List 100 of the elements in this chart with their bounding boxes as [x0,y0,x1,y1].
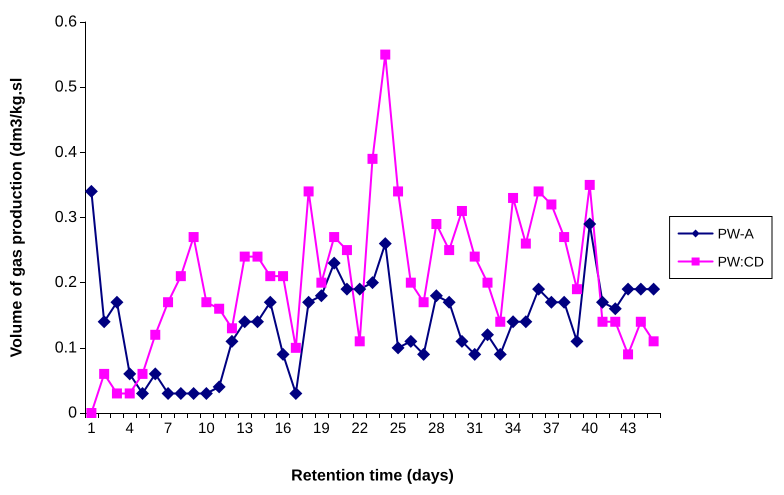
point [110,296,124,309]
point [304,186,314,196]
x-tick-label: 16 [274,420,292,437]
point [470,252,480,262]
point [138,368,148,379]
point [112,388,122,398]
point [212,380,226,394]
point [494,348,507,361]
x-tick-label: 1 [87,420,96,437]
point [393,186,404,196]
point [622,282,635,296]
point [276,348,290,361]
point [519,315,532,328]
point [328,256,341,270]
point [456,206,467,216]
point [214,304,224,314]
point [431,219,442,230]
point [596,296,609,309]
point [378,237,392,250]
point [340,282,354,296]
point [558,296,571,309]
point [201,297,212,308]
y-tick-label: 0.2 [54,274,78,292]
point [508,192,518,203]
point [302,296,316,309]
x-tick-label: 43 [620,420,636,437]
legend-label: PW:CD [718,254,764,270]
point [200,386,213,400]
point [546,199,556,210]
point [264,296,277,309]
y-tick-label: 0.4 [54,144,78,161]
point [506,315,520,328]
point [455,334,468,348]
point [251,315,264,328]
point [444,245,454,256]
point [86,408,96,418]
x-tick-label: 34 [504,420,522,437]
point [648,336,659,346]
y-axis-title: Volume of gas production (dm3/kg.sl [8,78,26,358]
x-tick-label: 28 [428,420,445,437]
x-tick-label: 7 [164,420,172,437]
point [99,368,110,379]
point [84,184,98,198]
point [163,297,174,308]
point [608,302,622,316]
x-tick-label: 37 [543,420,560,437]
point [329,232,340,242]
point [392,341,405,354]
y-tick-label: 0 [68,404,78,422]
x-tick-label: 31 [466,420,484,437]
point [380,50,390,60]
point [442,296,456,309]
x-tick-label: 13 [236,420,254,437]
point [316,278,326,288]
x-tick-label: 4 [126,420,134,437]
point [559,232,570,242]
point [544,296,558,309]
point [418,297,429,308]
point [520,238,531,249]
point [225,334,238,348]
point [314,289,328,302]
point [123,367,136,380]
x-tick-label: 10 [198,420,215,437]
point [353,282,366,296]
x-tick-label: 25 [390,420,406,437]
y-tick-label: 0.5 [54,78,78,96]
x-axis-title: Retention time (days) [291,468,454,484]
point [150,330,160,340]
point [647,282,660,296]
point [252,252,262,262]
point [98,315,111,328]
point [366,276,379,290]
x-tick-label: 40 [581,420,598,437]
point [634,282,648,296]
point [610,316,620,327]
point [368,154,378,164]
legend-label: PW-A [718,226,755,242]
x-tick-label: 19 [313,420,330,437]
point [636,316,646,327]
y-tick-label: 0.3 [54,209,78,226]
point [354,336,365,346]
point [583,218,596,231]
y-tick-label: 0.6 [54,14,78,30]
point [406,278,416,288]
y-tick-label: 0.1 [54,339,78,356]
point [570,334,584,348]
point [238,315,252,328]
point [265,271,276,282]
point [417,348,430,361]
point [534,186,544,196]
point [468,348,482,361]
point [187,386,200,400]
point [290,342,301,353]
point [188,232,199,242]
point [278,271,288,282]
point [584,180,595,190]
point [430,289,443,302]
point [162,386,175,400]
point [623,349,634,360]
point [598,316,608,327]
